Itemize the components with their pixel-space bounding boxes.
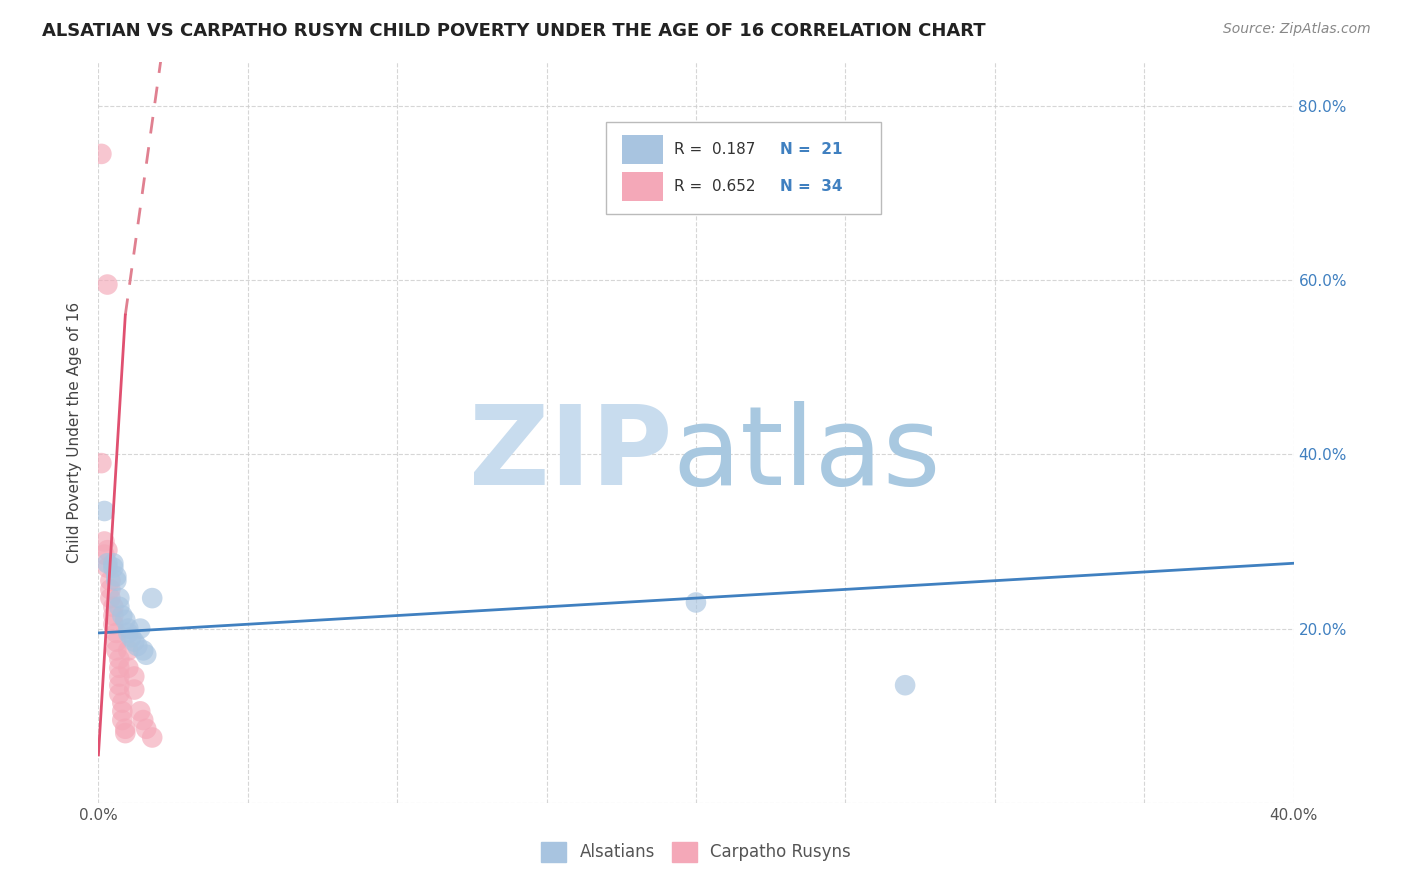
Point xyxy=(90,456,112,470)
Point xyxy=(135,722,157,736)
Point xyxy=(117,661,139,675)
Point xyxy=(105,626,128,640)
Point xyxy=(685,595,707,609)
Text: atlas: atlas xyxy=(672,401,941,508)
Point xyxy=(117,643,139,657)
Point xyxy=(98,574,122,588)
Point xyxy=(114,613,136,627)
Point xyxy=(124,669,146,683)
Point xyxy=(124,634,146,648)
Point xyxy=(108,599,131,614)
Point xyxy=(98,582,122,597)
Point xyxy=(111,713,134,727)
Point xyxy=(141,591,163,606)
Point xyxy=(93,504,115,518)
Point xyxy=(108,687,131,701)
Text: ZIP: ZIP xyxy=(468,401,672,508)
FancyBboxPatch shape xyxy=(606,121,882,214)
Point xyxy=(894,678,917,692)
Point xyxy=(103,599,125,614)
Point xyxy=(103,556,125,570)
Point xyxy=(135,648,157,662)
Legend: Alsatians, Carpatho Rusyns: Alsatians, Carpatho Rusyns xyxy=(534,835,858,869)
Point xyxy=(120,630,142,644)
Point xyxy=(93,534,115,549)
Text: ALSATIAN VS CARPATHO RUSYN CHILD POVERTY UNDER THE AGE OF 16 CORRELATION CHART: ALSATIAN VS CARPATHO RUSYN CHILD POVERTY… xyxy=(42,22,986,40)
Point xyxy=(93,548,115,562)
Point xyxy=(132,713,155,727)
Point xyxy=(105,569,128,583)
Point xyxy=(98,591,122,606)
Point xyxy=(129,704,152,718)
Point xyxy=(108,678,131,692)
Text: R =  0.652: R = 0.652 xyxy=(675,178,756,194)
Point xyxy=(103,617,125,632)
Point xyxy=(141,731,163,745)
Y-axis label: Child Poverty Under the Age of 16: Child Poverty Under the Age of 16 xyxy=(67,302,83,563)
Point xyxy=(96,560,118,574)
Point xyxy=(96,277,118,292)
Point xyxy=(90,147,112,161)
Point xyxy=(96,556,118,570)
Point xyxy=(105,574,128,588)
Point xyxy=(111,608,134,623)
Point xyxy=(111,704,134,718)
Point xyxy=(96,543,118,558)
Point xyxy=(108,591,131,606)
Point xyxy=(111,696,134,710)
Point xyxy=(114,726,136,740)
Point xyxy=(129,622,152,636)
Point xyxy=(132,643,155,657)
Point xyxy=(108,669,131,683)
Point xyxy=(114,722,136,736)
Point xyxy=(103,608,125,623)
Point xyxy=(127,639,149,653)
Point xyxy=(108,661,131,675)
FancyBboxPatch shape xyxy=(621,135,662,164)
Text: Source: ZipAtlas.com: Source: ZipAtlas.com xyxy=(1223,22,1371,37)
FancyBboxPatch shape xyxy=(621,172,662,201)
Text: N =  34: N = 34 xyxy=(780,178,842,194)
Point xyxy=(117,626,139,640)
Text: R =  0.187: R = 0.187 xyxy=(675,142,756,157)
Point xyxy=(117,622,139,636)
Point xyxy=(105,634,128,648)
Text: N =  21: N = 21 xyxy=(780,142,842,157)
Point xyxy=(124,682,146,697)
Point xyxy=(108,652,131,666)
Point xyxy=(105,643,128,657)
Point xyxy=(103,560,125,574)
